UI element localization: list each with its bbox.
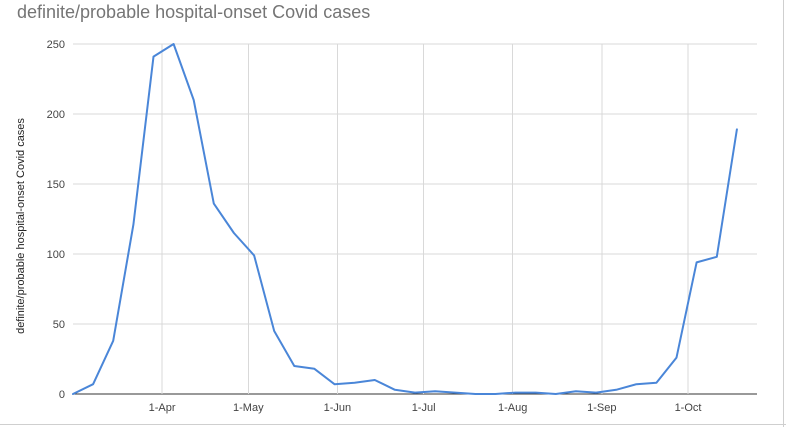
y-tick-label: 0 [59, 389, 65, 401]
chart-title: definite/probable hospital-onset Covid c… [17, 2, 371, 22]
frame-border-bottom [0, 424, 786, 425]
x-tick-label: 1-Sep [587, 402, 616, 414]
x-tick-labels: 1-Apr 1-May 1-Jun 1-Jul 1-Aug 1-Sep 1-Oct [149, 402, 702, 414]
y-tick-label: 250 [47, 39, 65, 51]
series-line-0 [72, 43, 738, 395]
x-tick-label: 1-May [233, 402, 264, 414]
x-tick-label: 1-Aug [498, 402, 527, 414]
grid-lines [73, 43, 757, 395]
series-group [72, 43, 738, 395]
y-tick-labels: 0 50 100 150 200 250 [47, 39, 65, 401]
x-tick-label: 1-Oct [675, 402, 702, 414]
y-tick-label: 50 [53, 319, 65, 331]
frame-border-right [783, 0, 784, 427]
x-tick-label: 1-Jul [412, 402, 436, 414]
y-tick-label: 150 [47, 179, 65, 191]
y-tick-label: 100 [47, 249, 65, 261]
x-tick-label: 1-Apr [149, 402, 176, 414]
y-tick-label: 200 [47, 109, 65, 121]
x-tick-label: 1-Jun [324, 402, 352, 414]
